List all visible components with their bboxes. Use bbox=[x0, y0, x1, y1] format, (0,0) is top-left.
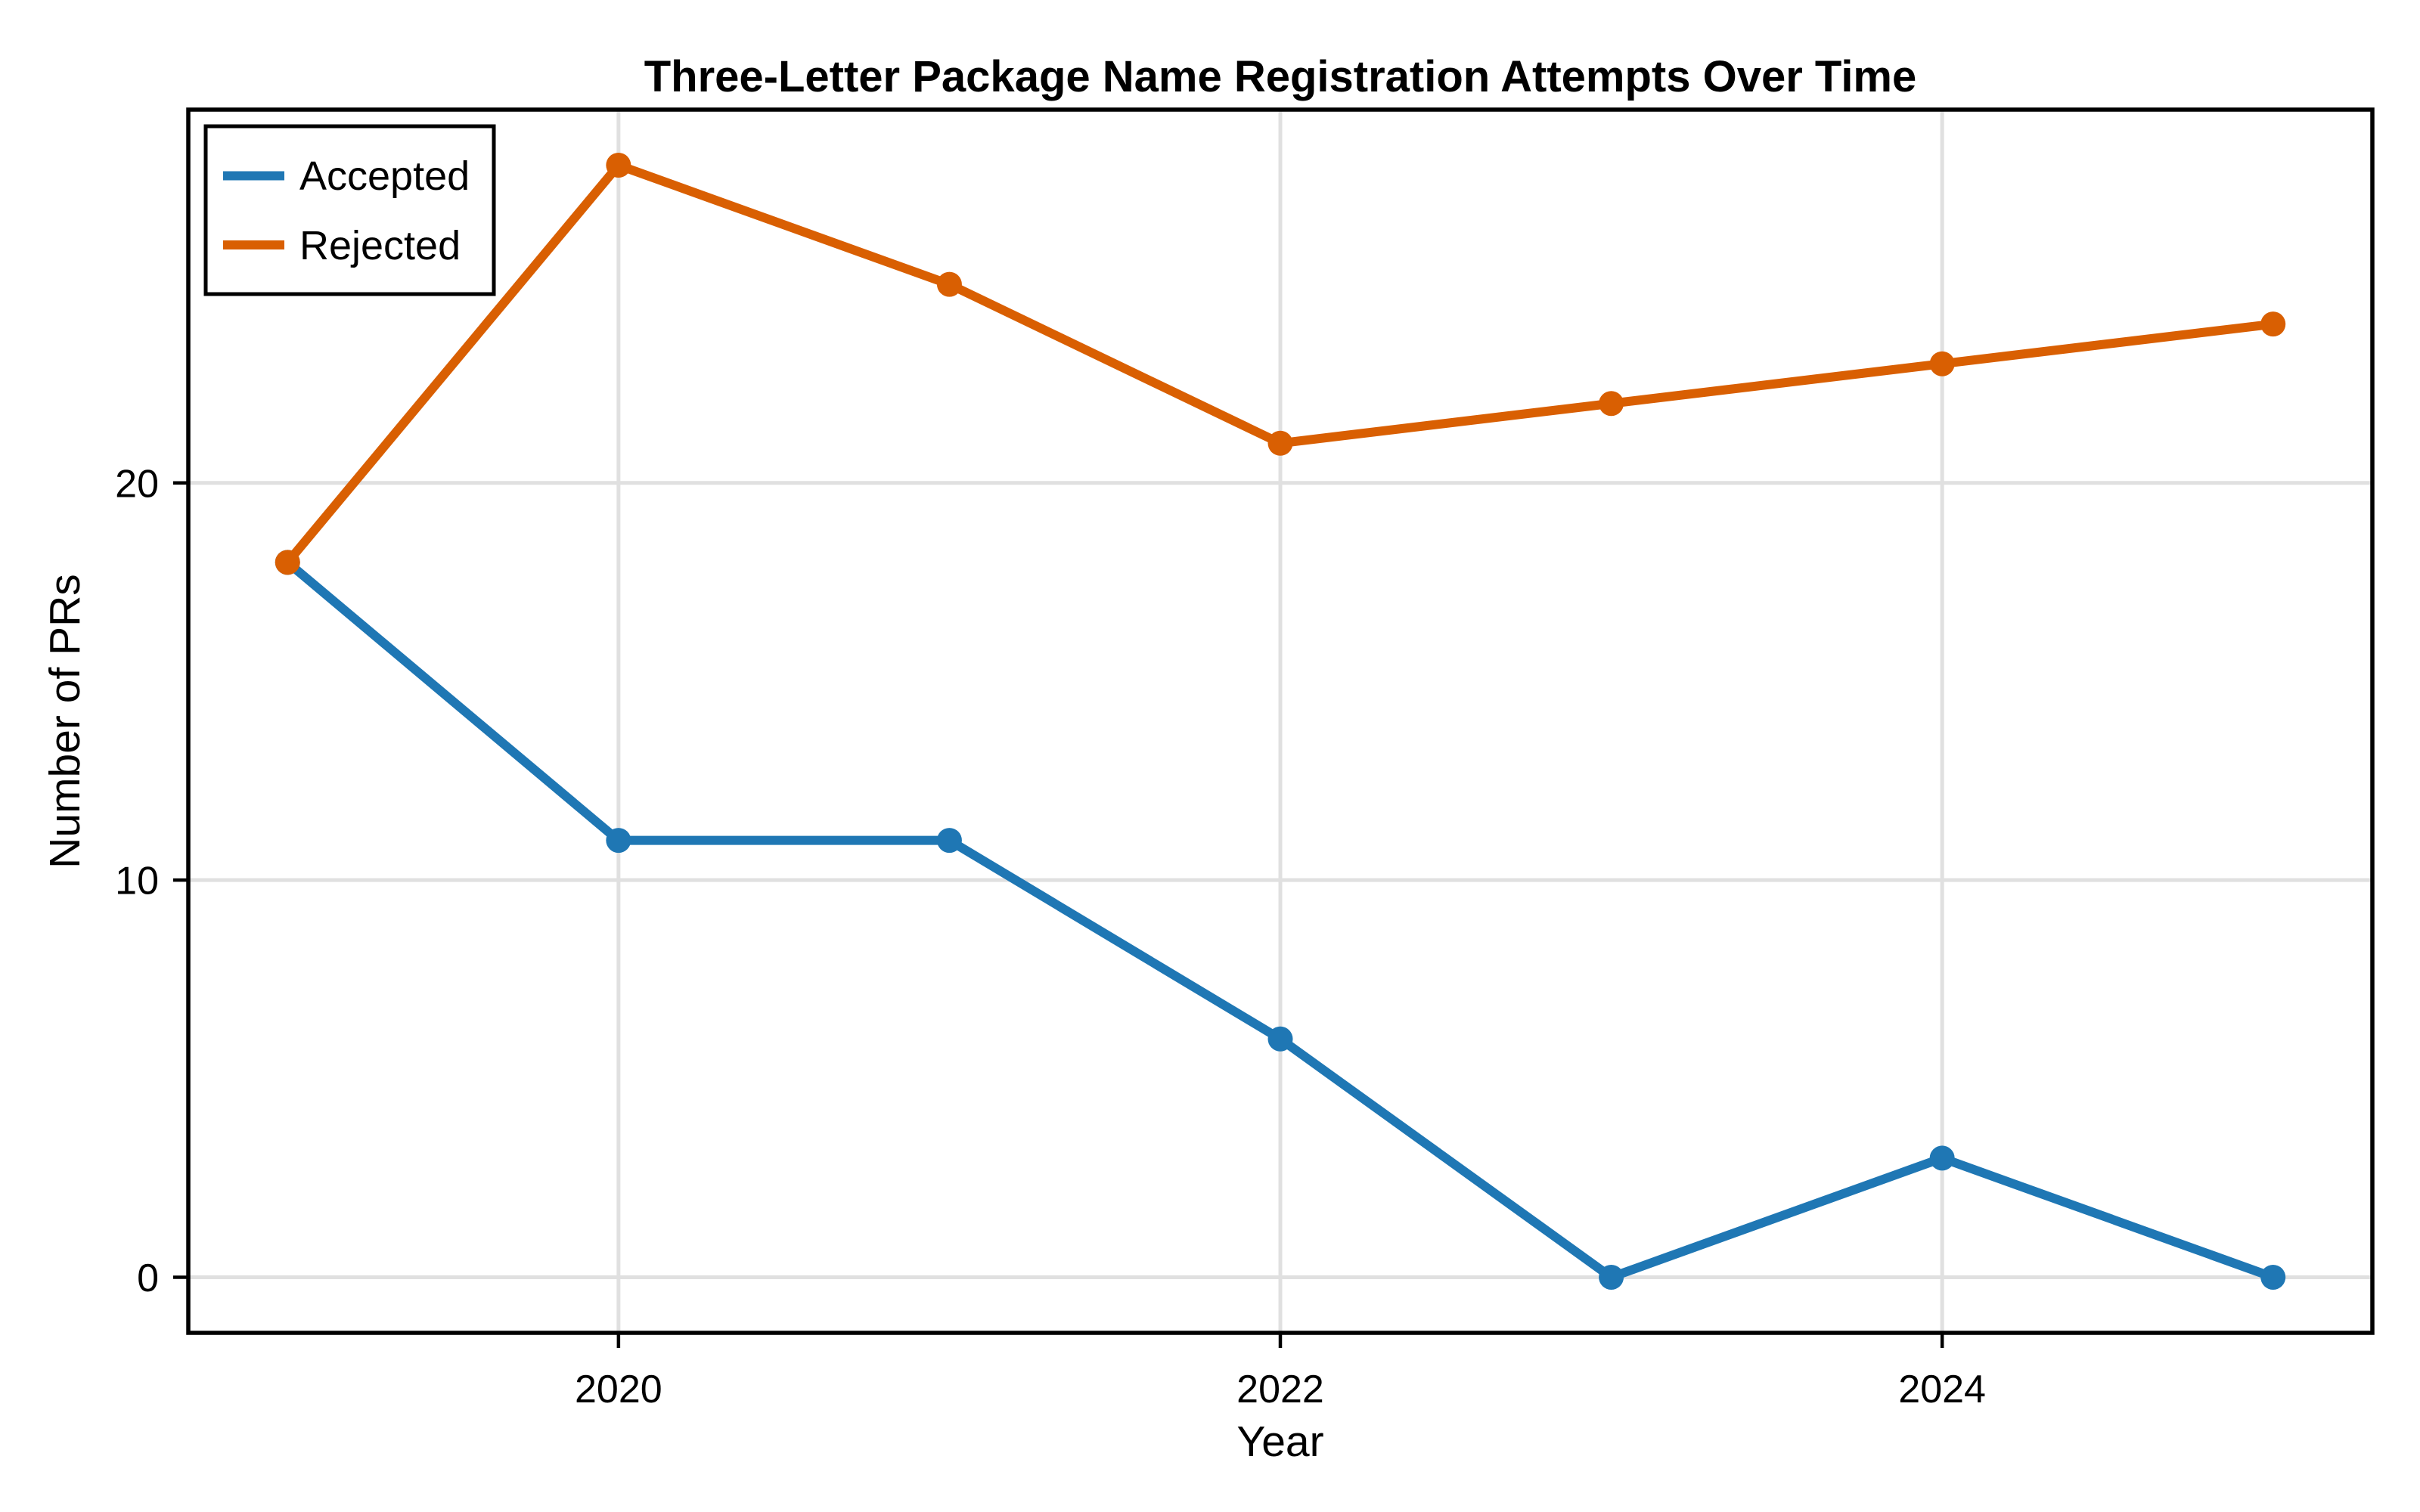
data-point-marker-accepted bbox=[1929, 1145, 1955, 1171]
x-tick-label: 2020 bbox=[575, 1368, 662, 1411]
legend-label-accepted: Accepted bbox=[299, 153, 470, 199]
plot-border bbox=[186, 107, 2375, 1335]
x-tick-labels: 2020 2022 2024 bbox=[575, 1368, 1986, 1411]
legend: Accepted Rejected bbox=[203, 124, 496, 296]
legend-label-rejected: Rejected bbox=[299, 223, 461, 268]
y-tick-label: 10 bbox=[115, 860, 159, 903]
gridlines bbox=[188, 110, 2372, 1333]
data-point-marker-accepted bbox=[936, 828, 962, 854]
data-point-marker-rejected bbox=[1599, 391, 1624, 417]
x-tick-label: 2024 bbox=[1898, 1368, 1986, 1411]
data-point-marker-rejected bbox=[1929, 351, 1955, 376]
y-tick-label: 0 bbox=[137, 1256, 159, 1300]
data-point-marker-accepted bbox=[2260, 1264, 2286, 1290]
data-point-marker-accepted bbox=[606, 828, 631, 854]
data-point-marker-rejected bbox=[936, 271, 962, 297]
data-point-marker-rejected bbox=[275, 550, 300, 575]
tick-marks bbox=[173, 481, 1944, 1348]
chart-title: Three-Letter Package Name Registration A… bbox=[644, 52, 1917, 101]
data-series bbox=[275, 153, 2286, 1290]
y-tick-label: 20 bbox=[115, 462, 159, 506]
y-axis-label: Number of PRs bbox=[41, 574, 89, 869]
data-point-marker-rejected bbox=[1267, 430, 1293, 456]
x-axis-label: Year bbox=[1236, 1418, 1323, 1466]
data-point-marker-accepted bbox=[1599, 1264, 1624, 1290]
data-point-marker-rejected bbox=[606, 153, 631, 178]
legend-box bbox=[203, 124, 496, 296]
data-point-marker-accepted bbox=[1267, 1026, 1293, 1052]
y-tick-labels: 0 10 20 bbox=[115, 462, 159, 1300]
data-point-marker-rejected bbox=[2260, 311, 2286, 337]
x-tick-label: 2022 bbox=[1236, 1368, 1324, 1411]
